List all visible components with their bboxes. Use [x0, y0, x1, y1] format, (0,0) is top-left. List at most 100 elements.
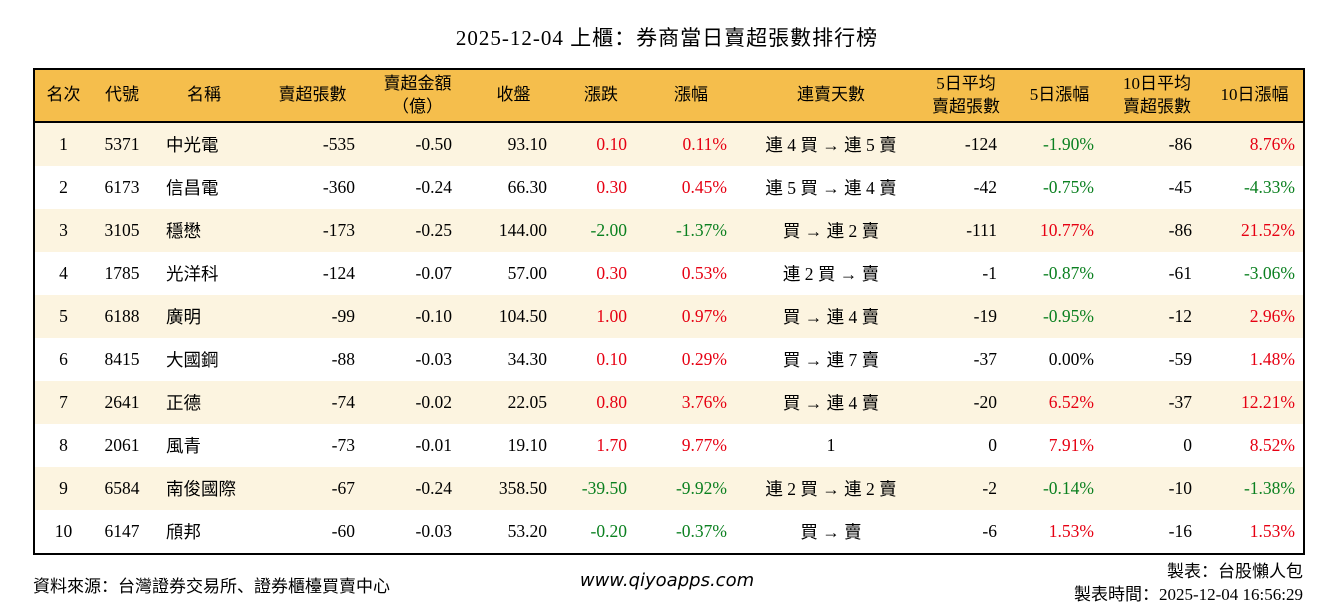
col-header-pct10: 10日漲幅	[1206, 69, 1304, 123]
cell-sell_amount: -0.07	[415, 263, 452, 283]
cell-sell_volume: -99	[256, 295, 369, 338]
cell-code: 6173	[104, 177, 140, 197]
cell-streak: 1	[826, 435, 836, 455]
cell-rank: 8	[59, 435, 68, 455]
table-row: 5 6188 廣明 -99 -0.10 104.50 1.00 0.97% 買 → 連 4 賣-…	[34, 295, 1304, 338]
cell-pct5: 10.77%	[1011, 209, 1108, 252]
cell-name: 風青	[166, 436, 201, 456]
cell-code: 5371	[92, 122, 152, 166]
cell-close: 93.10	[466, 122, 561, 166]
cell-name: 頎邦	[166, 522, 201, 542]
cell-streak: 買 → 連 7 賣	[782, 350, 880, 370]
cell-rank: 5	[34, 295, 92, 338]
cell-sell_amount: -0.01	[415, 435, 452, 455]
cell-avg5_volume: -42	[973, 177, 997, 197]
cell-avg10_volume: -37	[1108, 381, 1206, 424]
cell-pct10: 2.96%	[1206, 295, 1304, 338]
website-url: www.qiyoapps.com	[579, 570, 755, 591]
cell-sell_volume: -67	[256, 467, 369, 510]
cell-pct10: -4.33%	[1243, 177, 1295, 197]
cell-change: -2.00	[561, 209, 641, 252]
cell-streak: 連 2 買 → 連 2 賣	[741, 467, 921, 510]
cell-name: 信昌電	[166, 178, 219, 198]
cell-close: 57.00	[507, 263, 547, 283]
cell-avg10_volume: -86	[1108, 122, 1206, 166]
cell-close: 34.30	[507, 349, 547, 369]
cell-close: 19.10	[507, 435, 547, 455]
cell-code: 8415	[104, 349, 140, 369]
cell-sell_volume: -124	[322, 263, 355, 283]
cell-avg5_volume: -1	[982, 263, 997, 283]
cell-change_pct: 0.29%	[681, 349, 727, 369]
cell-change_pct: 0.97%	[641, 295, 741, 338]
cell-streak: 買 → 賣	[800, 522, 862, 542]
cell-name: 光洋科	[166, 264, 219, 284]
header-row: 名次 代號 名稱 賣超張數 賣超金額 （億） 收盤 漲跌 漲幅 連賣天數 5日平均 賣超張數 5日漲幅 1…	[34, 69, 1304, 123]
cell-avg10_volume: -86	[1108, 209, 1206, 252]
table-body: 1 5371 中光電 -535 -0.50 93.10 0.10 0.11% 連 4 買 → 連…	[34, 122, 1304, 554]
cell-name: 正德	[152, 381, 256, 424]
cell-avg5_volume: -111	[921, 209, 1011, 252]
cell-close: 53.20	[507, 521, 547, 541]
cell-sell_volume: -60	[331, 521, 355, 541]
cell-avg10_volume: -45	[1168, 177, 1192, 197]
cell-streak: 買 → 連 2 賣	[741, 209, 921, 252]
cell-change_pct: 9.77%	[681, 435, 727, 455]
cell-streak: 連 5 買 → 連 4 賣	[765, 178, 897, 198]
table-row: 8 2061 風青 -73 -0.01 19.10 1.70 9.77% 1 0 7.91% 0 8.5…	[34, 424, 1304, 467]
cell-pct5: 6.52%	[1011, 381, 1108, 424]
cell-change_pct: -9.92%	[641, 467, 741, 510]
cell-change_pct: 3.76%	[641, 381, 741, 424]
cell-sell_amount: -0.24	[415, 177, 452, 197]
cell-pct10: -3.06%	[1243, 263, 1295, 283]
table-row: 10 6147 頎邦 -60 -0.03 53.20 -0.20 -0.37% 買 → 賣 -6 1…	[34, 510, 1304, 554]
cell-pct10: -1.38%	[1206, 467, 1304, 510]
cell-avg10_volume: -16	[1168, 521, 1192, 541]
table-row: 1 5371 中光電 -535 -0.50 93.10 0.10 0.11% 連 4 買 → 連…	[34, 122, 1304, 166]
cell-avg5_volume: -124	[921, 122, 1011, 166]
col-header-avg5_volume: 5日平均 賣超張數	[921, 69, 1011, 123]
cell-change_pct: -1.37%	[641, 209, 741, 252]
cell-change: 0.80	[561, 381, 641, 424]
cell-avg10_volume: -12	[1108, 295, 1206, 338]
data-source-note: 資料來源：台灣證券交易所、證券櫃檯買賣中心	[33, 577, 390, 596]
cell-close: 104.50	[466, 295, 561, 338]
cell-avg10_volume: -59	[1168, 349, 1192, 369]
cell-code: 2061	[104, 435, 140, 455]
cell-sell_volume: -535	[256, 122, 369, 166]
cell-pct10: 12.21%	[1206, 381, 1304, 424]
cell-name: 廣明	[152, 295, 256, 338]
cell-avg5_volume: -37	[973, 349, 997, 369]
table-row: 4 1785 光洋科 -124 -0.07 57.00 0.30 0.53% 連 2 買 → 賣…	[34, 252, 1304, 295]
cell-change_pct: 0.45%	[681, 177, 727, 197]
cell-change: 1.70	[596, 435, 627, 455]
cell-rank: 4	[59, 263, 68, 283]
cell-change_pct: 0.53%	[681, 263, 727, 283]
cell-sell_amount: -0.03	[415, 521, 452, 541]
cell-pct10: 8.52%	[1249, 435, 1295, 455]
cell-change: 0.30	[596, 263, 627, 283]
page-title: 2025-12-04 上櫃：券商當日賣超張數排行榜	[455, 26, 879, 50]
cell-rank: 10	[54, 521, 73, 541]
cell-rank: 6	[59, 349, 68, 369]
cell-code: 6188	[92, 295, 152, 338]
table-row: 6 8415 大國鋼 -88 -0.03 34.30 0.10 0.29% 買 → 連 7 賣 -…	[34, 338, 1304, 381]
made-time-line: 製表時間：2025-12-04 16:56:29	[1073, 585, 1303, 604]
cell-pct10: 1.48%	[1249, 349, 1295, 369]
cell-code: 2641	[92, 381, 152, 424]
cell-streak: 買 → 連 4 賣	[741, 295, 921, 338]
col-header-change: 漲跌	[561, 69, 641, 123]
cell-rank: 9	[34, 467, 92, 510]
cell-change: 0.30	[596, 177, 627, 197]
cell-pct10: 21.52%	[1206, 209, 1304, 252]
cell-sell_volume: -173	[256, 209, 369, 252]
cell-sell_volume: -88	[331, 349, 355, 369]
cell-pct5: -0.95%	[1011, 295, 1108, 338]
ranking-table-container: 名次 代號 名稱 賣超張數 賣超金額 （億） 收盤 漲跌 漲幅 連賣天數 5日平均 賣超張數 5日漲幅 1…	[33, 68, 1305, 555]
col-header-change_pct: 漲幅	[641, 69, 741, 123]
table-row: 2 6173 信昌電 -360 -0.24 66.30 0.30 0.45% 連 5 買 → 連…	[34, 166, 1304, 209]
cell-sell_amount: -0.50	[369, 122, 466, 166]
col-header-sell_volume: 賣超張數	[256, 69, 369, 123]
cell-avg10_volume: -10	[1108, 467, 1206, 510]
cell-pct5: 0.00%	[1048, 349, 1094, 369]
